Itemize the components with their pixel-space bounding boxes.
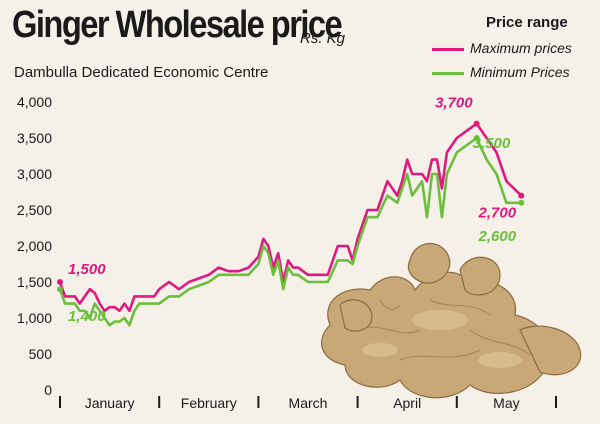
y-tick-label: 1,000 — [17, 310, 52, 326]
data-point-marker — [57, 286, 63, 293]
data-label: 1,400 — [68, 308, 106, 325]
data-point-marker — [518, 199, 525, 206]
y-tick-label: 1,500 — [17, 274, 52, 290]
x-tick-label: January — [85, 395, 135, 411]
data-point-marker — [473, 135, 480, 141]
series-line-maximum — [58, 122, 523, 313]
data-label: 3,700 — [435, 95, 473, 112]
y-tick-label: 3,000 — [17, 166, 52, 182]
series-line-minimum — [58, 136, 522, 327]
data-point-marker — [518, 192, 525, 199]
chart-subtitle: Dambulla Dedicated Economic Centre — [14, 64, 269, 81]
legend-swatch-maximum — [432, 48, 464, 51]
legend-label-minimum: Minimum Prices — [470, 64, 570, 80]
data-label: 1,500 — [68, 261, 106, 278]
data-point-marker — [473, 120, 480, 127]
data-point-marker — [57, 279, 63, 285]
y-tick-label: 0 — [44, 382, 52, 398]
ginger-root-image — [321, 242, 582, 399]
y-tick-label: 2,000 — [17, 238, 52, 254]
data-label: 2,700 — [478, 205, 517, 222]
y-tick-label: 3,500 — [17, 130, 52, 146]
x-tick-label: May — [493, 395, 519, 411]
y-tick-label: 500 — [29, 346, 53, 362]
y-tick-label: 4,000 — [17, 94, 52, 110]
x-tick-label: February — [181, 395, 237, 411]
data-labels: 1,500 3,700 2,700 1,400 3,500 2,600 — [68, 95, 517, 326]
data-label: 3,500 — [473, 135, 511, 152]
legend-swatch-minimum — [432, 72, 464, 75]
x-tick-label: March — [289, 395, 328, 411]
data-label: 2,600 — [478, 228, 517, 245]
chart-title: Ginger Wholesale price — [12, 4, 343, 46]
y-tick-label: 2,500 — [17, 202, 52, 218]
x-tick-label: April — [393, 395, 421, 411]
axes: 0 500 1,000 1,500 2,000 2,500 3,000 3,500 4,000 J… — [17, 94, 557, 411]
series-lines — [57, 120, 525, 327]
unit-label: Rs. Kg — [300, 30, 346, 47]
legend-title: Price range — [486, 14, 568, 31]
legend-label-maximum: Maximum prices — [470, 40, 572, 56]
